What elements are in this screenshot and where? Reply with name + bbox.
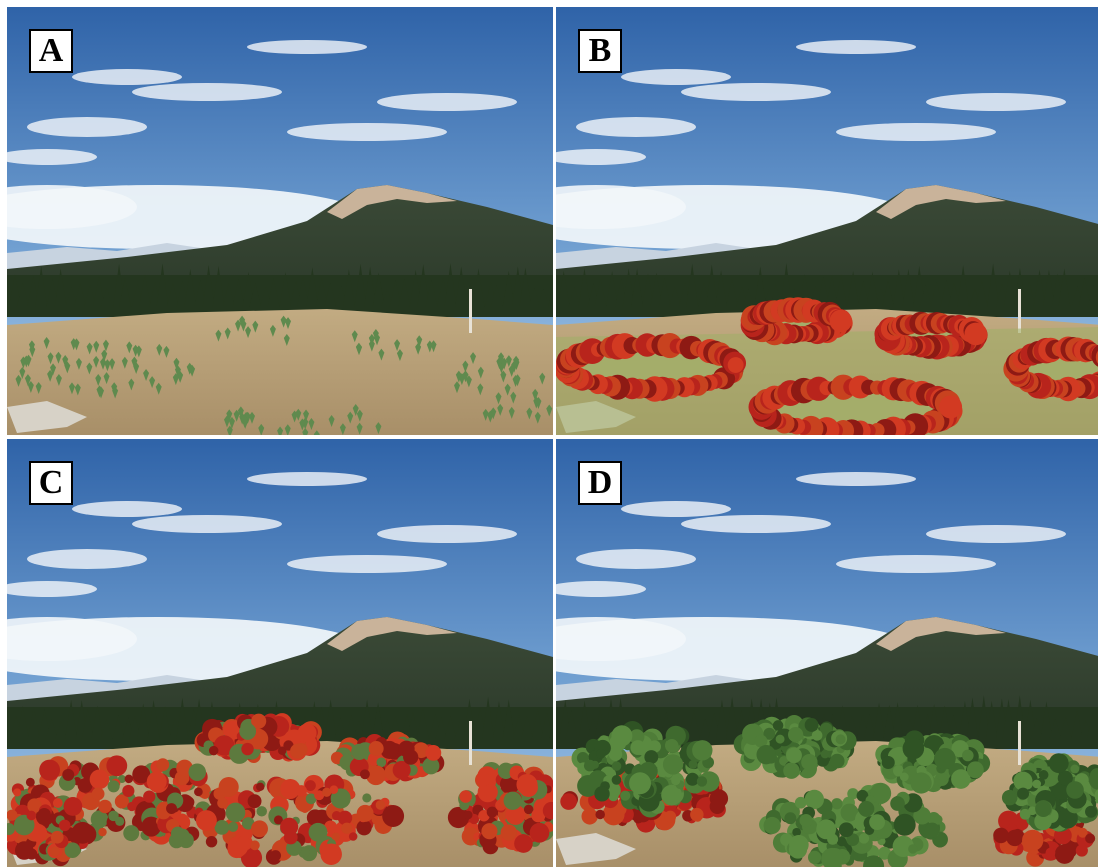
image-grid: A B C D bbox=[7, 7, 1091, 858]
landscape-scene-a bbox=[7, 7, 553, 435]
landscape-scene-d bbox=[556, 439, 1098, 867]
panel-b: B bbox=[556, 7, 1098, 435]
landscape-scene-c bbox=[7, 439, 553, 867]
dead-snag bbox=[469, 289, 472, 333]
dead-snag bbox=[1018, 289, 1021, 333]
panel-label-b: B bbox=[578, 29, 622, 73]
panel-label-d: D bbox=[578, 461, 622, 505]
dead-snag bbox=[1018, 721, 1021, 765]
dead-snag bbox=[469, 721, 472, 765]
landscape-scene-b bbox=[556, 7, 1098, 435]
panel-d: D bbox=[556, 439, 1098, 867]
panel-label-a: A bbox=[29, 29, 73, 73]
panel-a: A bbox=[7, 7, 553, 435]
panel-c: C bbox=[7, 439, 553, 867]
panel-label-c: C bbox=[29, 461, 73, 505]
